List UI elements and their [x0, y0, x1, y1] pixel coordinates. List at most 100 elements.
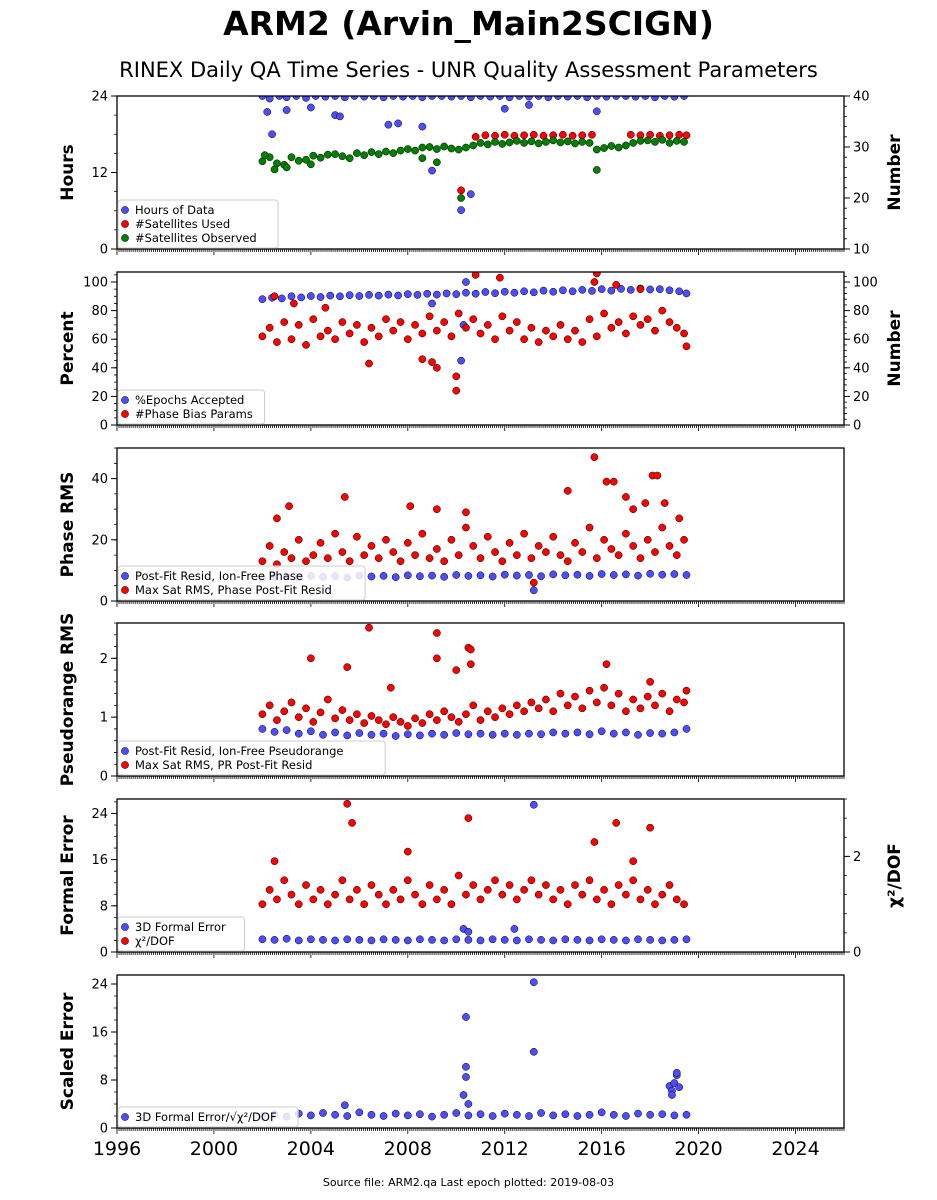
data-point — [331, 714, 339, 723]
data-point — [578, 338, 587, 346]
data-point — [585, 686, 594, 695]
data-point — [614, 143, 623, 152]
panel-frame — [116, 271, 845, 426]
data-point — [571, 692, 579, 701]
data-point — [658, 306, 667, 315]
data-point — [270, 728, 279, 736]
data-point — [614, 551, 623, 559]
data-point — [510, 288, 519, 297]
data-point — [425, 312, 434, 321]
data-point — [374, 291, 383, 300]
data-point — [597, 935, 606, 944]
data-point — [367, 730, 376, 739]
data-point — [265, 542, 274, 550]
data-point — [534, 704, 543, 713]
data-point — [513, 1110, 521, 1119]
data-point — [425, 881, 434, 889]
y2-tick-label: 0 — [853, 946, 861, 961]
data-point — [338, 318, 347, 326]
data-point — [597, 727, 606, 736]
chart-subtitle: RINEX Daily QA Time Series - UNR Quality… — [119, 58, 818, 82]
data-point — [520, 885, 528, 894]
data-point — [622, 141, 630, 150]
data-point — [319, 1109, 327, 1117]
data-point — [469, 881, 478, 889]
data-point — [471, 132, 480, 141]
data-point — [353, 710, 361, 719]
data-point — [411, 714, 419, 723]
data-point — [416, 731, 424, 740]
legend-marker — [121, 572, 129, 580]
data-point — [316, 539, 325, 547]
data-point — [462, 143, 470, 152]
legend-box — [117, 1106, 299, 1128]
data-point — [505, 881, 514, 889]
data-point — [411, 551, 419, 559]
legend-box — [117, 389, 266, 425]
data-point — [500, 1109, 509, 1118]
data-point — [496, 273, 504, 282]
series-phase-rms-1 — [258, 453, 688, 587]
data-point — [428, 166, 436, 175]
data-point — [367, 148, 376, 156]
data-point — [440, 557, 448, 566]
data-point — [646, 678, 654, 686]
data-point — [672, 895, 681, 904]
data-point — [452, 666, 461, 674]
y2-tick-label: 2 — [853, 850, 861, 865]
data-point — [498, 312, 507, 321]
data-point — [491, 876, 499, 885]
data-point — [622, 493, 630, 501]
data-point — [331, 936, 339, 945]
y-tick-label: 20 — [91, 533, 108, 548]
panel-frame — [116, 798, 845, 953]
data-point — [505, 138, 514, 147]
data-point — [462, 288, 470, 297]
data-point — [323, 150, 332, 159]
legend-marker — [121, 761, 129, 769]
y-axis-label: Percent — [58, 311, 78, 385]
data-point — [600, 535, 608, 544]
data-point — [418, 719, 427, 727]
data-point — [258, 557, 267, 566]
data-point — [273, 895, 281, 904]
data-point — [651, 96, 659, 102]
y-minor-ticks — [114, 801, 117, 953]
data-point — [622, 890, 630, 899]
data-point — [365, 623, 373, 632]
data-point — [382, 900, 390, 909]
y2-tick-label: 0 — [853, 419, 861, 434]
data-point — [600, 885, 608, 894]
data-point — [285, 502, 293, 510]
data-point — [651, 138, 659, 146]
data-point — [592, 698, 601, 707]
data-point — [682, 571, 691, 579]
data-point — [549, 532, 558, 541]
data-point — [614, 689, 623, 698]
data-point — [646, 729, 654, 737]
data-point — [592, 895, 601, 904]
data-point — [636, 137, 645, 145]
data-point — [457, 206, 465, 214]
data-point — [629, 505, 638, 514]
data-point — [353, 885, 361, 894]
data-point — [609, 571, 618, 579]
data-point — [403, 722, 412, 730]
data-point — [525, 935, 533, 944]
data-point — [520, 139, 528, 147]
data-point — [498, 557, 507, 566]
data-point — [340, 493, 349, 501]
y-tick-label: 8 — [100, 1074, 108, 1089]
data-point — [464, 1111, 473, 1120]
legend-entry: 3D Formal Error/√χ²/DOF — [135, 1110, 277, 1124]
data-point — [273, 514, 281, 523]
data-point — [297, 293, 306, 302]
data-point — [658, 570, 667, 579]
data-point — [665, 139, 674, 147]
data-point — [457, 194, 465, 202]
y-minor-ticks — [114, 983, 117, 1129]
data-point — [343, 935, 352, 944]
data-point — [287, 554, 296, 563]
data-points — [258, 272, 691, 395]
